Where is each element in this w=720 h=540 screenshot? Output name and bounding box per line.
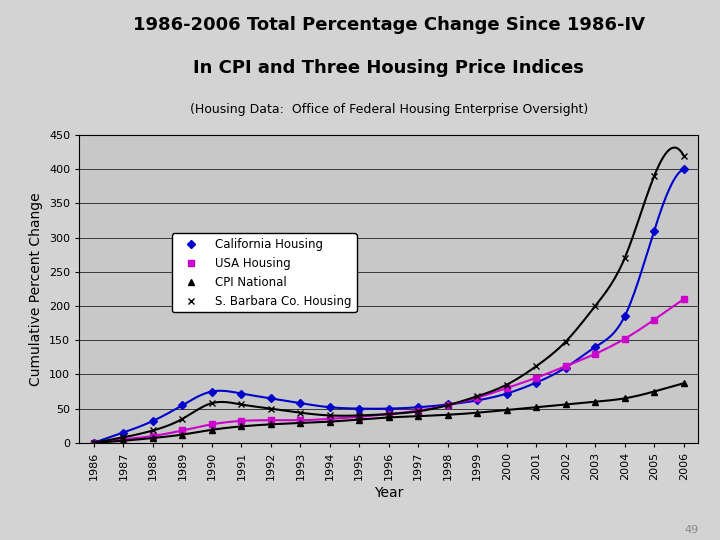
- S. Barbara Co. Housing: [325, 412, 334, 418]
- California Housing: [532, 380, 541, 386]
- CPI National: [384, 414, 393, 421]
- CPI National: [532, 404, 541, 410]
- California Housing: [119, 429, 127, 436]
- S. Barbara Co. Housing: [621, 255, 629, 261]
- USA Housing: [532, 375, 541, 381]
- California Housing: [444, 401, 452, 408]
- Y-axis label: Cumulative Percent Change: Cumulative Percent Change: [30, 192, 43, 386]
- S. Barbara Co. Housing: [178, 416, 186, 422]
- S. Barbara Co. Housing: [562, 339, 570, 345]
- CPI National: [444, 411, 452, 418]
- California Housing: [562, 364, 570, 371]
- CPI National: [237, 423, 246, 430]
- California Housing: [237, 390, 246, 397]
- USA Housing: [178, 427, 186, 434]
- USA Housing: [296, 417, 305, 423]
- USA Housing: [621, 335, 629, 342]
- CPI National: [119, 437, 127, 444]
- USA Housing: [591, 350, 600, 357]
- Text: 49: 49: [684, 524, 698, 535]
- CPI National: [680, 380, 688, 387]
- USA Housing: [207, 421, 216, 428]
- S. Barbara Co. Housing: [650, 173, 659, 179]
- California Housing: [414, 404, 423, 410]
- California Housing: [503, 390, 511, 397]
- CPI National: [621, 395, 629, 402]
- S. Barbara Co. Housing: [266, 406, 275, 412]
- S. Barbara Co. Housing: [591, 303, 600, 309]
- S. Barbara Co. Housing: [148, 427, 157, 434]
- CPI National: [473, 409, 482, 416]
- USA Housing: [444, 402, 452, 408]
- S. Barbara Co. Housing: [532, 363, 541, 369]
- CPI National: [503, 407, 511, 413]
- S. Barbara Co. Housing: [207, 400, 216, 407]
- USA Housing: [384, 411, 393, 417]
- Line: S. Barbara Co. Housing: S. Barbara Co. Housing: [91, 152, 687, 446]
- California Housing: [89, 440, 98, 446]
- California Housing: [384, 406, 393, 412]
- S. Barbara Co. Housing: [680, 152, 688, 159]
- California Housing: [148, 417, 157, 424]
- Legend: California Housing, USA Housing, CPI National, S. Barbara Co. Housing: California Housing, USA Housing, CPI Nat…: [172, 233, 356, 313]
- California Housing: [266, 395, 275, 402]
- USA Housing: [414, 407, 423, 414]
- CPI National: [591, 399, 600, 405]
- CPI National: [355, 416, 364, 423]
- USA Housing: [680, 296, 688, 302]
- S. Barbara Co. Housing: [444, 402, 452, 408]
- California Housing: [591, 344, 600, 350]
- S. Barbara Co. Housing: [414, 408, 423, 415]
- USA Housing: [562, 363, 570, 369]
- USA Housing: [119, 436, 127, 443]
- CPI National: [266, 421, 275, 428]
- CPI National: [414, 413, 423, 420]
- CPI National: [178, 431, 186, 438]
- Line: CPI National: CPI National: [91, 381, 686, 446]
- S. Barbara Co. Housing: [89, 440, 98, 446]
- USA Housing: [266, 417, 275, 423]
- S. Barbara Co. Housing: [237, 401, 246, 408]
- Text: (Housing Data:  Office of Federal Housing Enterprise Oversight): (Housing Data: Office of Federal Housing…: [189, 103, 588, 116]
- CPI National: [207, 427, 216, 433]
- California Housing: [178, 402, 186, 408]
- CPI National: [650, 388, 659, 395]
- USA Housing: [148, 433, 157, 439]
- S. Barbara Co. Housing: [473, 393, 482, 400]
- USA Housing: [89, 440, 98, 446]
- Text: In CPI and Three Housing Price Indices: In CPI and Three Housing Price Indices: [194, 59, 584, 77]
- USA Housing: [325, 416, 334, 422]
- S. Barbara Co. Housing: [384, 411, 393, 417]
- California Housing: [473, 397, 482, 403]
- USA Housing: [237, 417, 246, 424]
- USA Housing: [650, 316, 659, 323]
- USA Housing: [473, 394, 482, 401]
- Line: California Housing: California Housing: [91, 166, 686, 445]
- Line: USA Housing: USA Housing: [91, 296, 686, 446]
- S. Barbara Co. Housing: [503, 381, 511, 388]
- California Housing: [296, 400, 305, 407]
- S. Barbara Co. Housing: [119, 434, 127, 441]
- California Housing: [355, 406, 364, 412]
- CPI National: [89, 440, 98, 446]
- USA Housing: [355, 414, 364, 420]
- S. Barbara Co. Housing: [296, 409, 305, 416]
- CPI National: [325, 418, 334, 425]
- California Housing: [680, 166, 688, 172]
- California Housing: [207, 388, 216, 395]
- CPI National: [148, 435, 157, 441]
- California Housing: [650, 227, 659, 234]
- Text: 1986-2006 Total Percentage Change Since 1986-IV: 1986-2006 Total Percentage Change Since …: [132, 16, 645, 34]
- CPI National: [296, 420, 305, 426]
- California Housing: [325, 404, 334, 410]
- California Housing: [621, 313, 629, 320]
- X-axis label: Year: Year: [374, 486, 403, 500]
- CPI National: [562, 401, 570, 408]
- S. Barbara Co. Housing: [355, 412, 364, 418]
- USA Housing: [503, 385, 511, 392]
